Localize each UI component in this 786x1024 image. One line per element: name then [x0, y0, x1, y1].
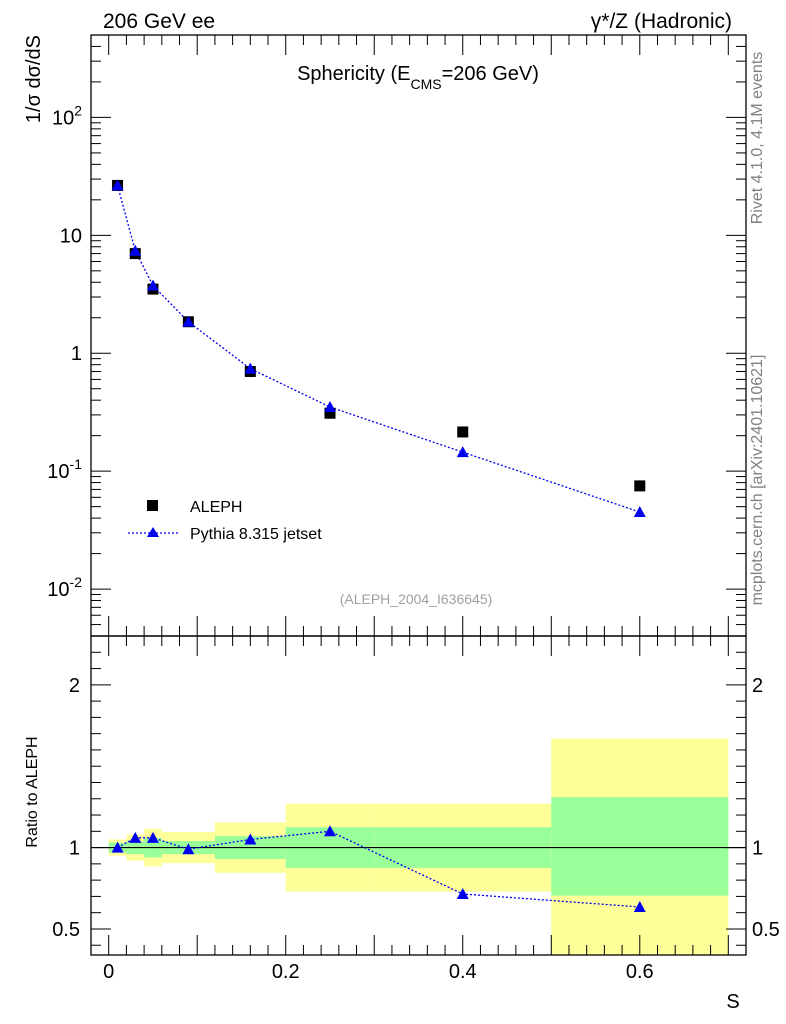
aleph-point-5 — [324, 407, 336, 419]
main-plot-frame — [90, 34, 747, 637]
ratio-point-1 — [129, 831, 142, 843]
main-y-tick-label-2: 1 — [71, 343, 82, 365]
pythia-point-7 — [633, 506, 646, 518]
pythia-point-5 — [323, 401, 336, 413]
ratio-curve — [117, 830, 640, 908]
main-y-axis-label: 1/σ dσ/dS — [23, 35, 45, 123]
pythia-point-6 — [456, 446, 469, 458]
rivet-version-label: Rivet 4.1.0, 4.1M events — [749, 52, 766, 225]
ratio-point-7 — [633, 900, 646, 912]
x-axis-label: S — [726, 991, 739, 1013]
ratio-y-tick-label-right-0: 0.5 — [752, 919, 780, 941]
pythia-point-3 — [182, 315, 195, 327]
ratio-axis-ticks: 0.5 0.5 1 1 2 2 0 0.2 0.4 0.6 — [52, 636, 780, 983]
main-y-tick-label-1: 10-1 — [47, 456, 82, 483]
legend-marker-aleph — [147, 500, 158, 511]
main-y-tick-base: 10 — [47, 461, 69, 483]
green-band-bin-7 — [551, 797, 729, 896]
pythia-curve — [116, 185, 640, 513]
ratio-y-tick-label-left-2: 2 — [69, 675, 80, 697]
ratio-plot-frame — [90, 635, 747, 956]
x-tick-label-1: 0.2 — [272, 961, 300, 983]
main-series — [111, 179, 646, 518]
x-tick-label-0: 0 — [103, 961, 114, 983]
main-title-pre: Sphericity (E — [297, 63, 410, 85]
main-y-tick-base: 10 — [47, 579, 69, 601]
x-tick-label-3: 0.6 — [626, 961, 654, 983]
header-right-label: γ*/Z (Hadronic) — [591, 10, 732, 33]
analysis-watermark: (ALEPH_2004_I636645) — [340, 591, 493, 607]
main-y-tick-exponent: 2 — [74, 102, 82, 118]
main-y-tick-label-0: 10-2 — [47, 574, 82, 601]
ratio-y-tick-label-right-1: 1 — [752, 838, 763, 860]
ratio-point-0 — [111, 841, 124, 853]
ratio-y-tick-label-right-2: 2 — [752, 675, 763, 697]
aleph-point-7 — [634, 480, 646, 492]
ratio-y-tick-label-left-1: 1 — [69, 838, 80, 860]
ratio-y-axis-label: Ratio to ALEPH — [24, 736, 41, 847]
main-plot-title: Sphericity (ECMS=206 GeV) — [297, 63, 539, 92]
legend-marker-pythia — [147, 527, 159, 537]
x-tick-label-2: 0.4 — [449, 961, 477, 983]
legend-label-pythia: Pythia 8.315 jetset — [190, 526, 322, 543]
main-y-tick-exponent: -2 — [70, 574, 83, 590]
pythia-point-1 — [129, 244, 142, 256]
main-y-tick-label-3: 10 — [60, 225, 82, 247]
ratio-y-tick-label-left-0: 0.5 — [52, 919, 80, 941]
main-title-post: =206 GeV) — [442, 63, 539, 85]
ratio-series — [111, 825, 646, 912]
pythia-point-4 — [244, 362, 257, 374]
legend: ALEPH Pythia 8.315 jetset — [128, 499, 322, 543]
main-y-tick-exponent: -1 — [70, 456, 83, 472]
ratio-point-4 — [244, 833, 257, 845]
main-title-sub: CMS — [410, 76, 441, 92]
header-left-label: 206 GeV ee — [103, 10, 215, 33]
main-y-tick-label-4: 102 — [52, 102, 82, 129]
legend-label-aleph: ALEPH — [190, 499, 242, 516]
aleph-point-6 — [457, 426, 469, 438]
ratio-point-6 — [456, 887, 469, 899]
mcplots-source-label: mcplots.cern.ch [arXiv:2401.10621] — [749, 355, 766, 606]
pythia-point-0 — [111, 179, 124, 191]
main-y-tick-base: 10 — [52, 107, 74, 129]
pythia-point-2 — [146, 279, 159, 291]
ratio-point-5 — [323, 825, 336, 837]
ratio-point-3 — [182, 843, 195, 855]
ratio-point-2 — [146, 831, 159, 843]
